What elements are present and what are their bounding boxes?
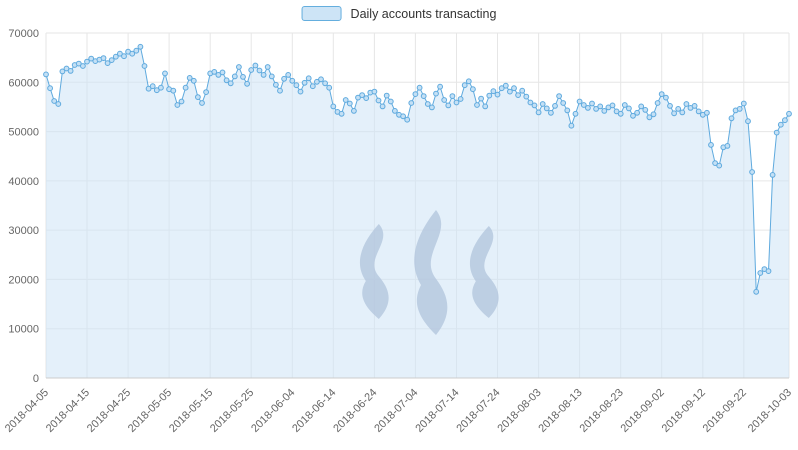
svg-text:50000: 50000 (8, 127, 39, 139)
svg-text:10000: 10000 (8, 324, 39, 336)
svg-text:60000: 60000 (8, 77, 39, 89)
svg-text:20000: 20000 (8, 274, 39, 286)
svg-text:30000: 30000 (8, 225, 39, 237)
svg-text:2018-09-22: 2018-09-22 (701, 387, 749, 435)
legend-item[interactable]: Daily accounts transacting (301, 6, 497, 21)
svg-text:40000: 40000 (8, 176, 39, 188)
chart-plot-bottom (45, 32, 790, 379)
steem-logo-watermark (359, 210, 499, 335)
legend-label: Daily accounts transacting (350, 6, 497, 21)
svg-text:2018-10-03: 2018-10-03 (746, 387, 794, 435)
svg-text:0: 0 (33, 373, 39, 385)
svg-text:70000: 70000 (8, 28, 39, 40)
legend-swatch-icon (301, 6, 342, 21)
